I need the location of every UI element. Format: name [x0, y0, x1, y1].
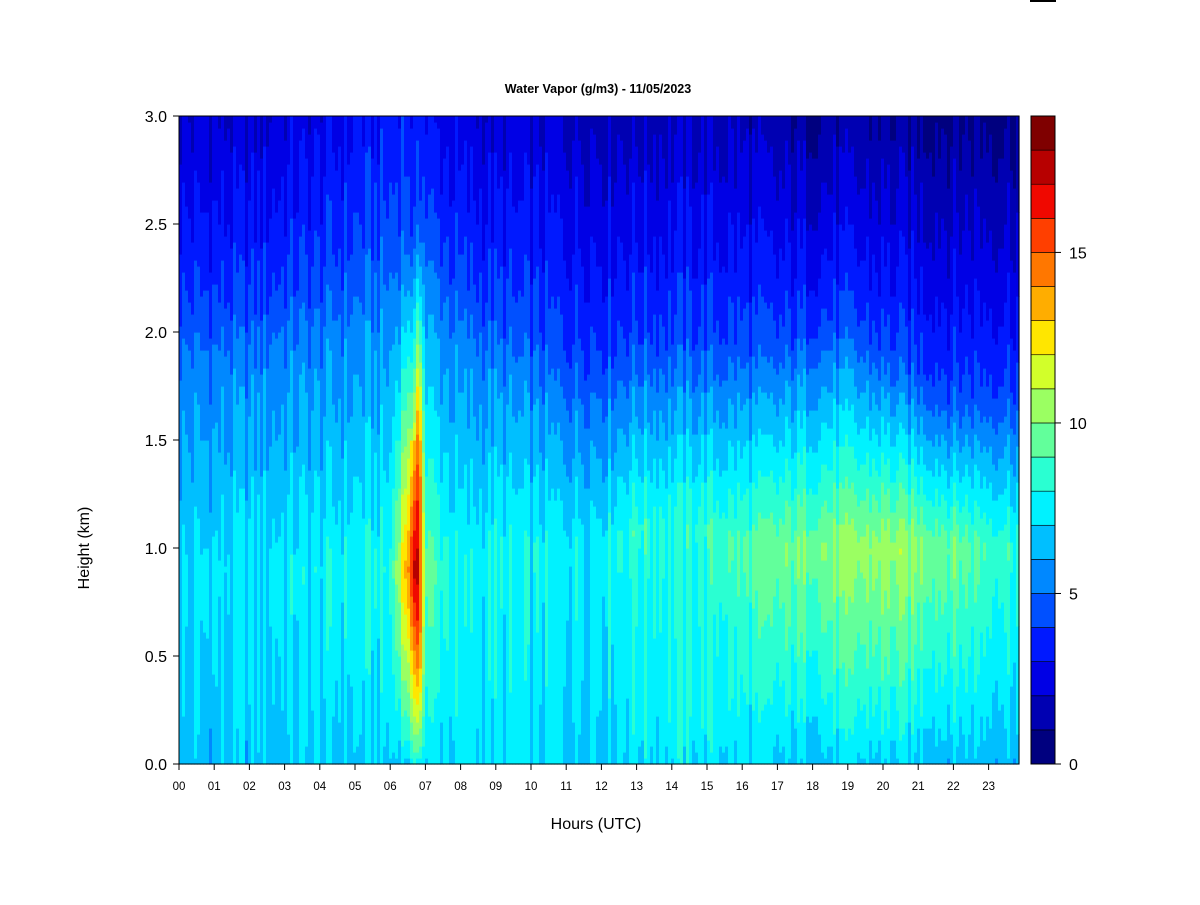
x-tick-label: 02 [243, 781, 256, 793]
colorbar-swatch [1030, 115, 1056, 151]
x-tick-label: 10 [525, 781, 538, 793]
x-tick-label: 05 [349, 781, 362, 793]
colorbar-tick-label: 15 [1069, 245, 1087, 262]
x-tick-label: 20 [877, 781, 890, 793]
y-tick-label: 0.5 [145, 649, 167, 666]
colorbar-swatch [1030, 490, 1056, 526]
y-tick-label: 3.0 [145, 109, 167, 126]
colorbar-swatch [1030, 218, 1056, 253]
colorbar: 0 5 10 15 [1030, 115, 1087, 774]
x-axis: 00 01 02 03 04 05 06 07 08 09 10 11 12 13 14 15 16 17 18 19… [173, 764, 995, 793]
colorbar-swatch [1030, 661, 1056, 697]
x-tick-label: 13 [630, 781, 643, 793]
y-tick-label: 1.5 [145, 433, 167, 450]
y-axis-label: Height (km) [76, 507, 93, 590]
x-tick-label: 03 [278, 781, 291, 793]
x-tick-label: 16 [736, 781, 749, 793]
heatmap-field [179, 116, 1020, 765]
colorbar-swatch [1030, 252, 1056, 287]
x-tick-label: 04 [313, 781, 326, 793]
colorbar-swatch [1030, 183, 1056, 219]
x-tick-label: 06 [384, 781, 397, 793]
x-tick-label: 18 [806, 781, 819, 793]
colorbar-swatch [1030, 320, 1056, 356]
x-tick-label: 22 [947, 781, 960, 793]
y-tick-label: 0.0 [145, 757, 167, 774]
y-tick-label: 1.0 [145, 541, 167, 558]
colorbar-swatch [1030, 695, 1056, 731]
x-tick-label: 14 [665, 781, 678, 793]
colorbar-swatch [1030, 286, 1056, 321]
colorbar-swatch [1030, 627, 1056, 662]
x-tick-label: 07 [419, 781, 432, 793]
x-tick-label: 12 [595, 781, 608, 793]
x-axis-label: Hours (UTC) [551, 816, 642, 833]
colorbar-tick-label: 0 [1069, 757, 1078, 774]
x-tick-label: 19 [841, 781, 854, 793]
x-tick-label: 21 [912, 781, 925, 793]
colorbar-swatch [1030, 456, 1056, 492]
chart-title: Water Vapor (g/m3) - 11/05/2023 [505, 82, 691, 96]
colorbar-swatch [1030, 524, 1056, 560]
colorbar-swatch [1030, 422, 1056, 458]
corner-mark [1030, 0, 1056, 2]
colorbar-swatch [1030, 388, 1056, 424]
x-tick-label: 08 [454, 781, 467, 793]
colorbar-frame [1030, 115, 1056, 765]
x-tick-label: 00 [173, 781, 186, 793]
colorbar-swatch [1030, 559, 1056, 594]
y-axis: 0.0 0.5 1.0 1.5 2.0 2.5 3.0 [145, 109, 179, 774]
colorbar-swatch [1030, 729, 1056, 765]
colorbar-swatch [1030, 354, 1056, 390]
x-tick-label: 01 [208, 781, 221, 793]
x-tick-label: 23 [982, 781, 995, 793]
y-tick-label: 2.5 [145, 217, 167, 234]
colorbar-tick-label: 5 [1069, 586, 1078, 603]
x-tick-label: 11 [560, 781, 572, 793]
colorbar-swatch [1030, 593, 1056, 628]
x-tick-label: 17 [771, 781, 784, 793]
x-tick-label: 09 [489, 781, 502, 793]
colorbar-swatch [1030, 149, 1056, 185]
colorbar-tick-label: 10 [1069, 416, 1087, 433]
x-tick-label: 15 [701, 781, 714, 793]
y-tick-label: 2.0 [145, 325, 167, 342]
